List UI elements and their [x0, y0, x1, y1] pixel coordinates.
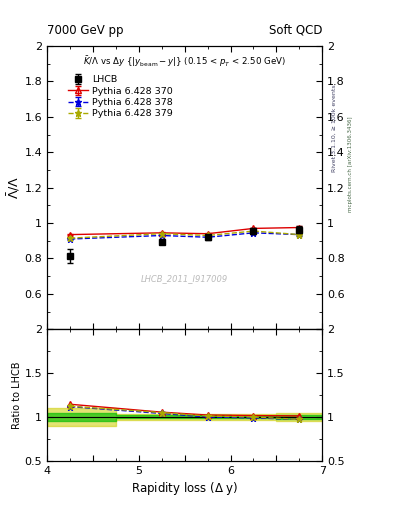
Text: Soft QCD: Soft QCD — [269, 24, 322, 37]
Text: mcplots.cern.ch [arXiv:1306.3436]: mcplots.cern.ch [arXiv:1306.3436] — [348, 116, 353, 211]
Text: 7000 GeV pp: 7000 GeV pp — [47, 24, 124, 37]
Text: Rivet 3.1.10, ≥ 100k events: Rivet 3.1.10, ≥ 100k events — [332, 84, 337, 172]
Text: $\bar{\mathit{K}}/\Lambda$ vs $\Delta y$ {$|y_{\rm beam}-y|$} (0.15 < $p_T$ < 2.: $\bar{\mathit{K}}/\Lambda$ vs $\Delta y$… — [83, 55, 286, 70]
Legend: LHCB, Pythia 6.428 370, Pythia 6.428 378, Pythia 6.428 379: LHCB, Pythia 6.428 370, Pythia 6.428 378… — [66, 73, 175, 120]
Y-axis label: $\bar{\Lambda}/\Lambda$: $\bar{\Lambda}/\Lambda$ — [5, 176, 22, 199]
Text: LHCB_2011_I917009: LHCB_2011_I917009 — [141, 274, 228, 283]
Y-axis label: Ratio to LHCB: Ratio to LHCB — [12, 361, 22, 429]
X-axis label: Rapidity loss ($\Delta$ y): Rapidity loss ($\Delta$ y) — [131, 480, 239, 497]
